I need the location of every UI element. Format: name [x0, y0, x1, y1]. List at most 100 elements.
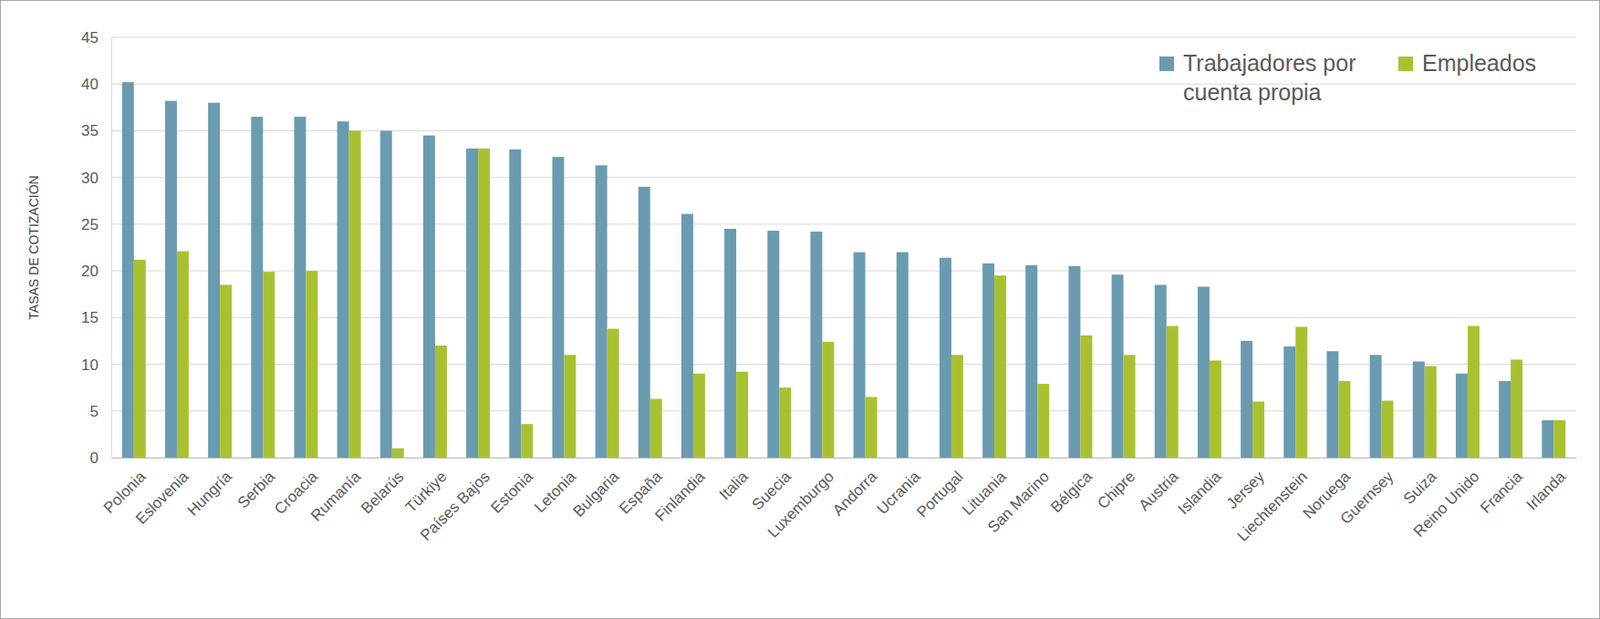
- bar: [982, 263, 995, 458]
- x-tick-label: Países Bajos: [416, 467, 494, 545]
- x-tick-label: Andorra: [829, 467, 882, 520]
- bar: [821, 342, 834, 458]
- x-tick-label: Finlandia: [651, 467, 709, 526]
- x-tick: Estonia: [487, 457, 537, 518]
- y-tick-label: 45: [81, 29, 99, 47]
- x-tick: Andorra: [829, 457, 882, 520]
- x-tick: Guernsey: [1337, 457, 1398, 529]
- bar: [681, 214, 694, 458]
- x-tick: Suiza: [1400, 457, 1441, 509]
- x-tick-label: Reino Unido: [1410, 467, 1484, 541]
- bar: [134, 259, 146, 458]
- bar: [767, 230, 780, 458]
- grid-line: [111, 130, 1577, 132]
- x-tick: Italia: [716, 457, 752, 504]
- bar: [1370, 354, 1382, 458]
- x-tick-label: Islandia: [1174, 467, 1226, 519]
- y-tick-label: 40: [81, 75, 99, 94]
- bar: [1197, 287, 1210, 458]
- y-tick-label: 20: [81, 262, 99, 281]
- bar: [165, 101, 177, 458]
- x-tick-label: Liechtenstein: [1234, 467, 1311, 545]
- bars: [122, 82, 1566, 458]
- bar: [1111, 274, 1124, 458]
- x-axis-line: [112, 457, 1578, 459]
- x-tick-label: Eslovenia: [132, 467, 193, 529]
- bar: [1283, 346, 1296, 458]
- bar: [693, 374, 706, 458]
- legend-swatch: [1159, 56, 1175, 72]
- frame: [0, 0, 1600, 619]
- y-axis: 051015202530354045: [81, 29, 112, 468]
- bar: [477, 148, 490, 458]
- bar: [219, 284, 232, 458]
- bar: [305, 270, 318, 458]
- x-tick-label: Rumanía: [307, 467, 365, 526]
- grid-line: [111, 83, 1577, 85]
- bar: [1455, 374, 1468, 458]
- y-tick: 40: [81, 75, 112, 94]
- x-tick: Reino Unido: [1410, 457, 1484, 541]
- bar: [810, 231, 822, 458]
- legend-item: Empleados: [1398, 50, 1537, 76]
- grid-line: [111, 270, 1577, 272]
- bar: [392, 448, 405, 458]
- x-tick-label: Irlanda: [1523, 467, 1570, 515]
- bar: [563, 354, 576, 458]
- x-tick: Portugal: [913, 457, 967, 521]
- bar: [122, 82, 135, 458]
- bar: [1381, 401, 1394, 458]
- bar: [1154, 284, 1167, 458]
- bar: [736, 372, 749, 458]
- y-tick-label: 35: [81, 122, 99, 140]
- x-tick: Islandia: [1174, 457, 1226, 519]
- bar: [520, 424, 533, 458]
- x-tick-label: Portugal: [913, 467, 967, 521]
- x-tick-label: Chipre: [1093, 467, 1139, 513]
- bar: [250, 116, 263, 458]
- bar: [337, 121, 350, 458]
- y-tick-label: 5: [90, 403, 99, 421]
- x-tick-label: Luxemburgo: [764, 467, 838, 541]
- grid-line: [111, 176, 1577, 178]
- bar: [1326, 351, 1339, 458]
- bar: [1338, 381, 1351, 458]
- bar: [939, 258, 952, 458]
- x-tick-label: Italia: [716, 467, 752, 504]
- legend-swatch: [1398, 56, 1413, 72]
- bar: [1240, 341, 1253, 458]
- legend: Trabajadores por cuenta propiaEmpleados: [1159, 50, 1537, 105]
- chart: 051015202530354045PoloniaEsloveniaHungrí…: [0, 0, 1600, 619]
- y-tick: 5: [90, 403, 112, 421]
- x-tick: Bélgica: [1047, 457, 1096, 517]
- bar: [1037, 384, 1050, 458]
- bar: [423, 135, 436, 458]
- bar: [1541, 420, 1554, 458]
- x-axis: PoloniaEsloveniaHungríaSerbiaCroaciaRuma…: [100, 457, 1578, 546]
- bar: [1498, 381, 1511, 458]
- bar: [176, 251, 189, 458]
- bar: [779, 387, 791, 458]
- y-axis-title: TASAS DE COTIZACIÓN: [26, 175, 42, 320]
- x-tick-label: Suiza: [1400, 467, 1441, 509]
- y-tick: 35: [81, 122, 112, 140]
- bar: [1295, 327, 1308, 458]
- grid-line: [111, 37, 1577, 39]
- y-axis-line: [111, 38, 113, 459]
- x-tick-label: San Marino: [984, 467, 1053, 537]
- x-tick: Francia: [1476, 457, 1527, 518]
- bar: [1553, 420, 1566, 458]
- bar: [1166, 326, 1179, 458]
- bar: [1252, 402, 1265, 458]
- x-tick: San Marino: [984, 457, 1053, 537]
- x-tick: Belarús: [357, 457, 407, 518]
- bar: [435, 345, 447, 458]
- legend-label: Empleados: [1422, 50, 1537, 76]
- y-tick-label: 30: [81, 169, 99, 188]
- x-tick: Países Bajos: [416, 457, 494, 545]
- grid-line: [111, 410, 1577, 412]
- bar: [650, 398, 663, 458]
- x-tick-label: Bélgica: [1047, 467, 1096, 517]
- grid-line: [111, 363, 1577, 365]
- bar: [1467, 326, 1480, 458]
